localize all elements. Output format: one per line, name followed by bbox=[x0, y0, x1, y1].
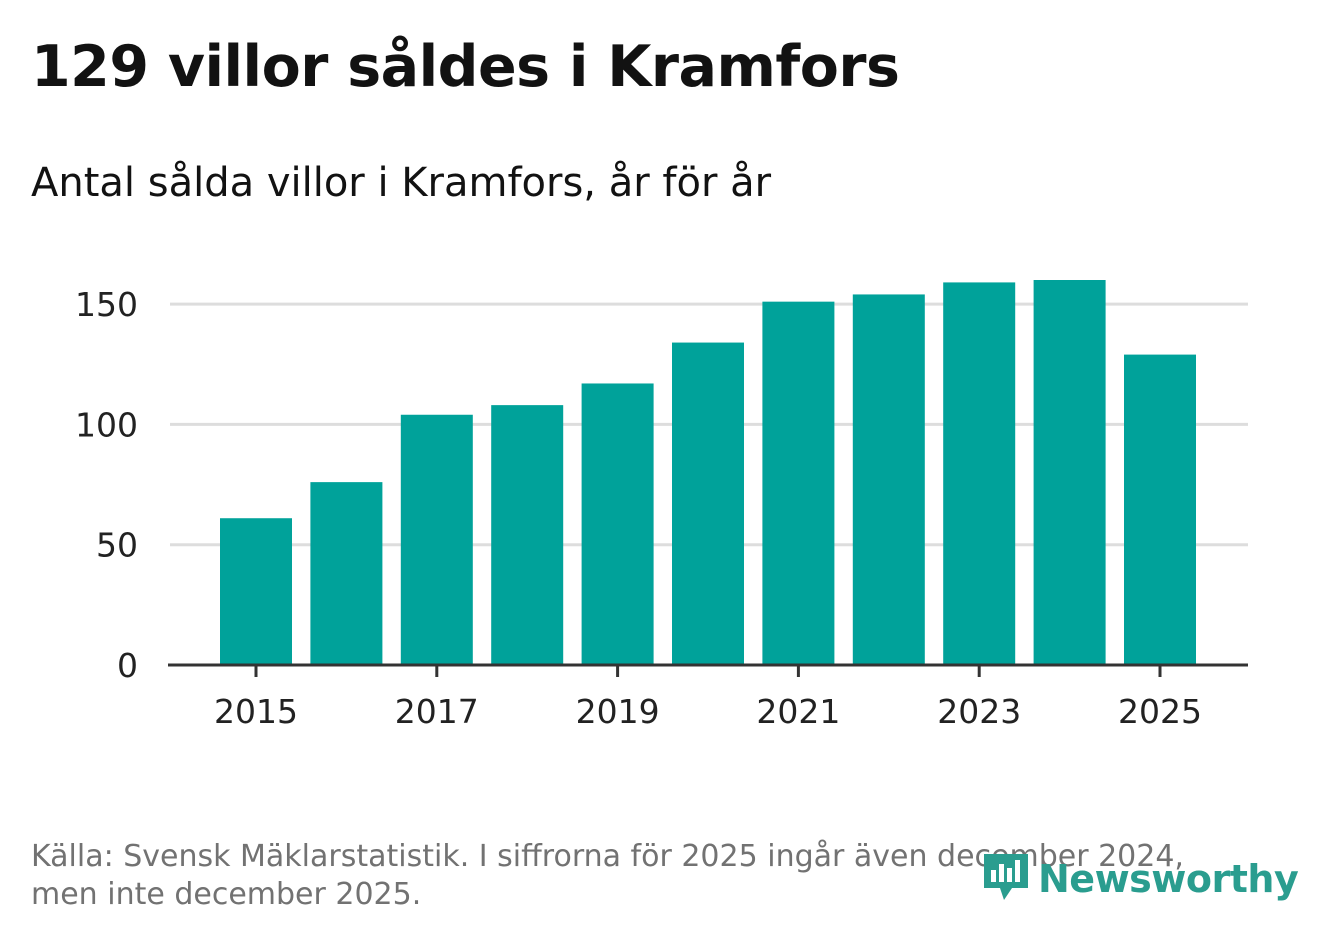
bar-2017 bbox=[400, 414, 473, 665]
bar-2025 bbox=[1124, 354, 1196, 665]
y-tick-label: 100 bbox=[75, 405, 138, 444]
x-tick-label: 2025 bbox=[1118, 692, 1202, 731]
x-tick-label: 2015 bbox=[214, 692, 298, 731]
bars bbox=[220, 280, 1196, 665]
bar-2015 bbox=[220, 518, 292, 665]
bar-2019 bbox=[581, 383, 654, 665]
bar-chart: 0 50 100 150 2015 2017 2019 2021 2023 2025 bbox=[75, 280, 1248, 731]
source-line-2: men inte december 2025. bbox=[31, 877, 422, 912]
y-tick-label: 50 bbox=[96, 526, 138, 565]
chart-title: 129 villor såldes i Kramfors bbox=[31, 34, 900, 100]
axes: 0 50 100 150 2015 2017 2019 2021 2023 2025 bbox=[75, 285, 1248, 731]
newsworthy-chart-icon bbox=[984, 854, 1028, 900]
logo-text: Newsworthy bbox=[1038, 857, 1299, 901]
bar-2024 bbox=[1033, 280, 1106, 665]
bar-2022 bbox=[852, 294, 925, 665]
bar-2021 bbox=[762, 301, 835, 665]
newsworthy-logo: Newsworthy bbox=[980, 848, 1299, 910]
x-tick-label: 2019 bbox=[576, 692, 660, 731]
x-tick-label: 2017 bbox=[395, 692, 479, 731]
bar-2016 bbox=[310, 482, 383, 665]
bar-2020 bbox=[672, 342, 744, 665]
bar-2023 bbox=[943, 282, 1016, 665]
chart-subtitle: Antal sålda villor i Kramfors, år för år bbox=[31, 160, 772, 206]
y-tick-label: 0 bbox=[117, 646, 138, 685]
x-tick-label: 2021 bbox=[756, 692, 840, 731]
y-tick-label: 150 bbox=[75, 285, 138, 324]
x-tick-label: 2023 bbox=[937, 692, 1021, 731]
bar-2018 bbox=[491, 405, 564, 665]
